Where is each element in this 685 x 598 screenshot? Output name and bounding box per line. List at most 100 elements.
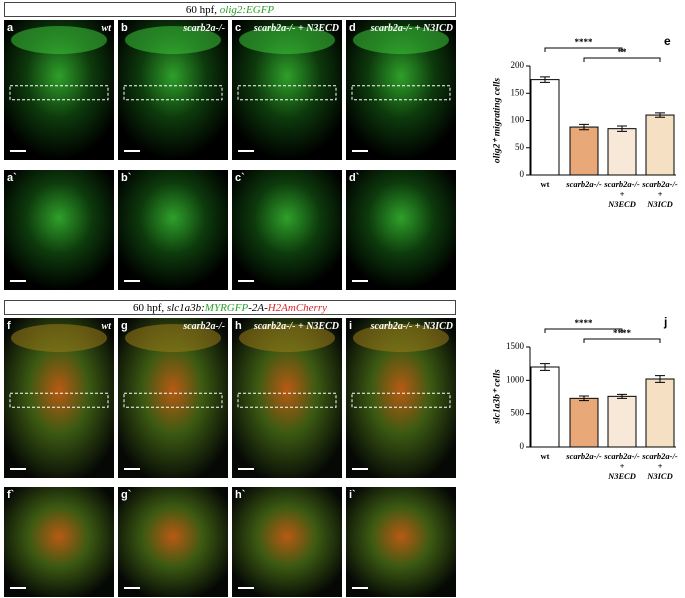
panel-label: g`: [121, 489, 132, 501]
x-tick-label: scarb2a-/- + N3ECD: [604, 179, 640, 209]
panel-label: b`: [121, 172, 132, 184]
bar: [645, 378, 675, 448]
significance-bracket: [583, 57, 661, 62]
significance-label: **: [618, 47, 628, 57]
micrograph: [232, 487, 342, 597]
panel-caption: wt: [101, 321, 111, 332]
y-axis-label: slc1a3b⁺ cells: [492, 369, 503, 424]
header-segment: -2A-: [248, 302, 268, 314]
x-tick-label: scarb2a-/- + N3ICD: [642, 179, 678, 209]
panel-label: i`: [349, 489, 356, 501]
micrograph: [118, 487, 228, 597]
error-bar: [579, 123, 589, 131]
tissue-glow: [11, 324, 107, 352]
panel-label: c`: [235, 172, 245, 184]
header-segment: 60 hpf,: [132, 302, 167, 314]
chart-label: e: [664, 34, 671, 48]
panel-label: g: [121, 320, 128, 332]
y-tick-label: 50: [515, 142, 525, 152]
bar: [645, 114, 675, 176]
header-segment: slc1a3b:: [166, 302, 205, 314]
header-segment: olig2:EGFP: [219, 4, 275, 16]
x-tick-label: wt: [540, 179, 550, 189]
bar: [607, 395, 637, 448]
y-tick-label: 0: [520, 169, 525, 179]
roi-box: [351, 85, 451, 101]
micrograph: [232, 170, 342, 290]
header-segment: 60 hpf,: [185, 4, 220, 16]
x-tick-label: scarb2a-/- + N3ECD: [604, 451, 640, 481]
bar: [607, 128, 637, 176]
error-bar: [655, 375, 665, 383]
tissue-glow: [125, 26, 221, 54]
micrograph: [4, 487, 114, 597]
panel-label: d`: [349, 172, 360, 184]
panel-label: h: [235, 320, 242, 332]
significance-label: ****: [613, 328, 632, 338]
panel-caption: scarb2a-/- + N3ECD: [253, 23, 339, 34]
panel-label: d: [349, 22, 356, 34]
panel-label: i: [349, 320, 353, 332]
roi-box: [123, 392, 223, 408]
error-bar: [617, 393, 627, 399]
roi-box: [9, 392, 109, 408]
header-segment: H2AmCherry: [267, 302, 328, 314]
tissue-glow: [125, 324, 221, 352]
micrograph: [4, 170, 114, 290]
panel-header: 60 hpf, slc1a3b:MYRGFP-2A-H2AmCherry: [4, 300, 456, 315]
tissue-glow: [239, 26, 335, 54]
tissue-glow: [239, 324, 335, 352]
panel-caption: scarb2a-/-: [183, 23, 225, 34]
roi-box: [237, 85, 337, 101]
bar: [530, 79, 560, 176]
panel-caption: scarb2a-/- + N3ICD: [370, 23, 453, 34]
roi-box: [9, 85, 109, 101]
panel-caption: scarb2a-/- + N3ECD: [253, 321, 339, 332]
panel-header: 60 hpf, olig2:EGFP: [4, 2, 456, 17]
panel-label: c: [235, 22, 242, 34]
bar: [569, 397, 599, 448]
micrograph: [346, 487, 456, 597]
significance-label: ****: [575, 37, 594, 47]
significance-bracket: [583, 338, 661, 343]
panel-label: f`: [7, 489, 15, 501]
y-tick-label: 100: [511, 115, 525, 125]
error-bar: [579, 395, 589, 402]
y-tick-label: 150: [511, 87, 525, 97]
y-tick-label: 200: [511, 60, 525, 70]
micrograph: [118, 170, 228, 290]
panel-label: f: [7, 320, 11, 332]
x-tick-label: scarb2a-/- + N3ICD: [642, 451, 678, 481]
roi-box: [123, 85, 223, 101]
y-tick-label: 1500: [506, 341, 525, 351]
significance-bracket: [544, 47, 623, 52]
panel-caption: scarb2a-/- + N3ICD: [370, 321, 453, 332]
y-tick-label: 1000: [506, 374, 525, 384]
x-tick-label: scarb2a-/-: [566, 179, 602, 189]
roi-box: [237, 392, 337, 408]
error-bar: [617, 125, 627, 132]
y-axis-label: olig2⁺ migrating cells: [492, 77, 503, 163]
bar: [569, 126, 599, 176]
panel-caption: scarb2a-/-: [183, 321, 225, 332]
micrograph: [346, 170, 456, 290]
tissue-glow: [11, 26, 107, 54]
panel-label: h`: [235, 489, 246, 501]
panel-label: a`: [7, 172, 17, 184]
header-segment: MYRGFP: [204, 302, 249, 314]
x-tick-label: wt: [540, 451, 550, 461]
y-tick-label: 500: [511, 408, 525, 418]
panel-label: b: [121, 22, 128, 34]
x-tick-label: scarb2a-/-: [566, 451, 602, 461]
error-bar: [655, 112, 665, 118]
panel-label: a: [7, 22, 14, 34]
bar: [530, 366, 560, 448]
y-tick-label: 0: [520, 441, 525, 451]
significance-label: ****: [575, 318, 594, 328]
error-bar: [540, 363, 550, 371]
roi-box: [351, 392, 451, 408]
error-bar: [540, 76, 550, 83]
tissue-glow: [353, 26, 449, 54]
